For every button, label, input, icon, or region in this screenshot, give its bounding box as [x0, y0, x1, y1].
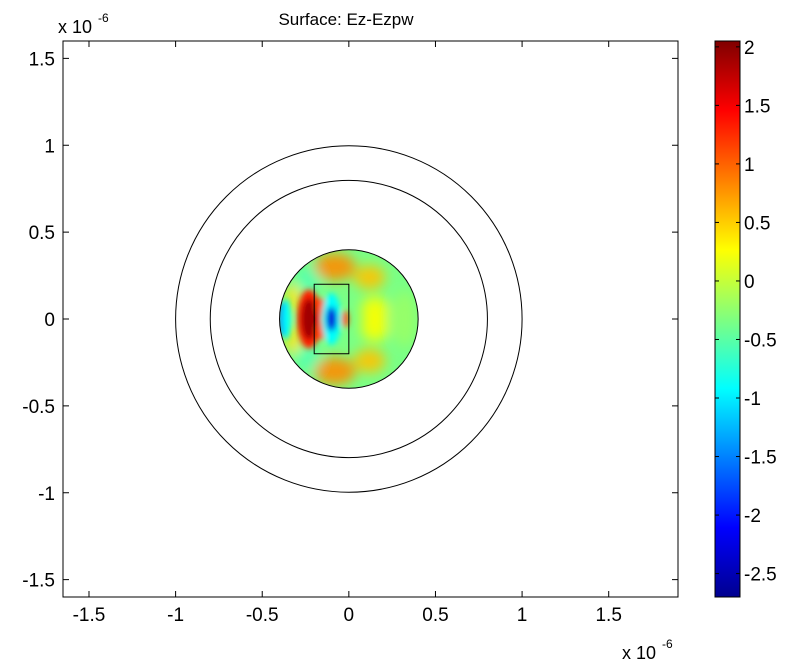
field-red-core: [301, 298, 317, 340]
x-tick-label: -1.5: [73, 605, 106, 626]
field-lobe: [314, 357, 356, 385]
colorbar-tick-label: -2: [744, 506, 761, 527]
plot-area: -1.5 -1 -0.5 0 0.5 1 1.5 1.5 1 0.5 0 -0.5 -1 -1.5: [22, 40, 679, 626]
y-tick-label: -1.5: [22, 571, 55, 592]
colorbar-tick-label: 1: [744, 155, 755, 176]
y-tick-label: 1.5: [29, 49, 55, 70]
y-tick-label: 1: [44, 136, 55, 157]
x-axis: -1.5 -1 -0.5 0 0.5 1 1.5: [73, 41, 622, 626]
field-blue-core: [326, 306, 337, 332]
colorbar-tick-label: 0.5: [744, 213, 770, 234]
field-orange-spot: [341, 310, 349, 328]
colorbar-tick-label: 1.5: [744, 96, 770, 117]
colorbar-tick-label: -2.5: [744, 565, 777, 586]
colorbar-tick-label: -1: [744, 389, 761, 410]
y-exponent-power: -6: [98, 11, 109, 25]
y-axis-exponent: x 10 -6: [58, 11, 109, 37]
field-lobe: [392, 291, 417, 347]
colorbar-tick-label: -0.5: [744, 330, 777, 351]
field-lobe: [314, 253, 356, 281]
field-lobe: [295, 343, 320, 372]
boundary-rectangle: [313, 283, 350, 355]
y-exponent-base: x 10: [58, 17, 92, 37]
y-tick-label: -0.5: [22, 397, 55, 418]
boundary-circle-2: [209, 179, 488, 459]
field-lobes: [284, 253, 417, 385]
field-lobe: [360, 313, 389, 342]
colorbar-tick-label: -1.5: [744, 448, 777, 469]
boundary-circle-3: [279, 249, 419, 389]
x-exponent-base: x 10: [622, 643, 656, 663]
colorbar-gradient: [714, 40, 741, 598]
y-axis: 1.5 1 0.5 0 -0.5 -1 -1.5: [22, 49, 678, 592]
field-lobe: [354, 348, 386, 373]
colorbar-tick-label: 2: [744, 38, 755, 59]
y-tick-label: 0.5: [29, 223, 55, 244]
chart-title: Surface: Ez-Ezpw: [278, 10, 414, 29]
x-tick-label: -1: [167, 605, 184, 626]
field-lobe: [295, 266, 320, 295]
geometry-boundaries: [175, 145, 523, 493]
x-tick-label: 0: [344, 605, 355, 626]
x-exponent-power: -6: [662, 637, 673, 651]
x-axis-exponent: x 10 -6: [622, 637, 673, 663]
y-tick-label: 0: [44, 310, 55, 331]
colorbar-ticks: 2 1.5 1 0.5 0 -0.5 -1 -1.5 -2 -2.5: [715, 38, 777, 586]
y-tick-label: -1: [38, 484, 55, 505]
field-lobe: [354, 265, 386, 290]
boundary-circle-1: [175, 145, 523, 493]
x-tick-label: 0.5: [422, 605, 448, 626]
x-tick-label: -0.5: [246, 605, 279, 626]
colorbar-tick-label: 0: [744, 272, 755, 293]
colorbar: 2 1.5 1 0.5 0 -0.5 -1 -1.5 -2 -2.5: [714, 38, 777, 598]
x-tick-label: 1: [517, 605, 528, 626]
field-edge-cyan: [282, 298, 291, 340]
x-tick-label: 1.5: [595, 605, 621, 626]
